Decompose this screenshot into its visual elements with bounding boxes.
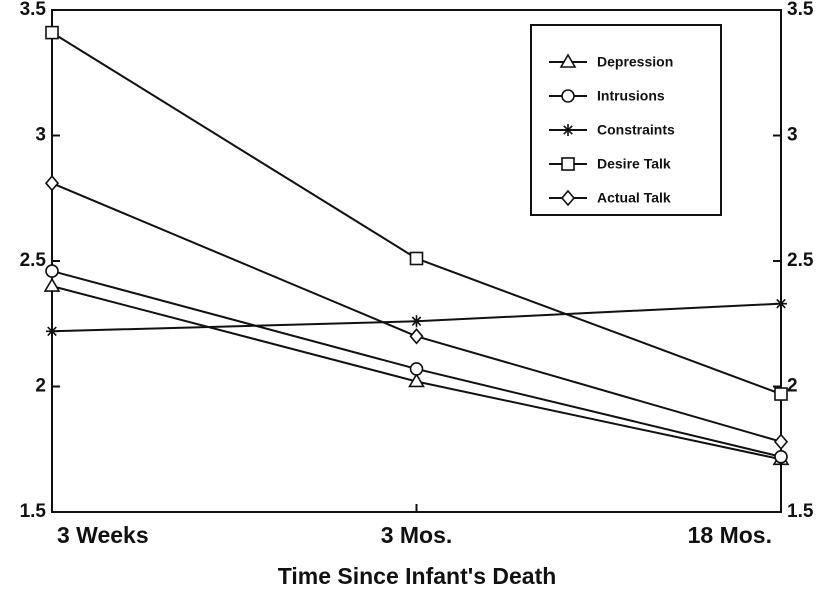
y-tick-label-right: 3 <box>787 125 798 146</box>
legend: Depression Intrusions Constraints Desire Ta… <box>530 24 722 216</box>
legend-marker <box>562 124 574 136</box>
point <box>45 264 59 278</box>
y-tick-label-right: 3.5 <box>787 0 814 20</box>
x-tick-label: 18 Mos. <box>688 522 772 548</box>
legend-marker <box>561 89 575 103</box>
point <box>409 251 424 266</box>
legend-marker <box>560 189 576 207</box>
legend-marker <box>559 53 577 68</box>
legend-label: Constraints <box>597 122 675 138</box>
point <box>45 25 59 40</box>
point <box>43 277 61 292</box>
y-tick-label: 2 <box>35 376 46 397</box>
y-tick-label-right: 1.5 <box>787 501 814 522</box>
point <box>410 315 423 328</box>
point <box>46 325 58 338</box>
legend-box <box>530 24 722 216</box>
legend-label: Depression <box>597 54 673 70</box>
point <box>774 449 788 464</box>
y-tick-label-right: 2.5 <box>787 250 814 271</box>
y-tick-label: 2.5 <box>20 250 47 271</box>
legend-marker <box>561 157 575 171</box>
point <box>409 328 424 345</box>
x-tick-label: 3 Weeks <box>57 522 149 548</box>
point <box>44 174 60 192</box>
series-line <box>51 182 782 443</box>
point <box>775 297 787 310</box>
point <box>408 372 425 388</box>
legend-label: Intrusions <box>597 88 665 104</box>
y-tick-label-right: 2 <box>787 376 798 397</box>
x-axis-title: Time Since Infant's Death <box>278 563 557 589</box>
legend-label: Desire Talk <box>597 156 671 172</box>
legend-label: Actual Talk <box>597 190 671 206</box>
x-tick-label: 3 Mos. <box>381 522 453 548</box>
y-tick-label: 3.5 <box>20 0 47 20</box>
y-tick-label: 1.5 <box>20 501 47 522</box>
point <box>773 433 789 450</box>
point <box>409 362 424 376</box>
y-tick-label: 3 <box>35 125 46 146</box>
point <box>774 387 788 401</box>
